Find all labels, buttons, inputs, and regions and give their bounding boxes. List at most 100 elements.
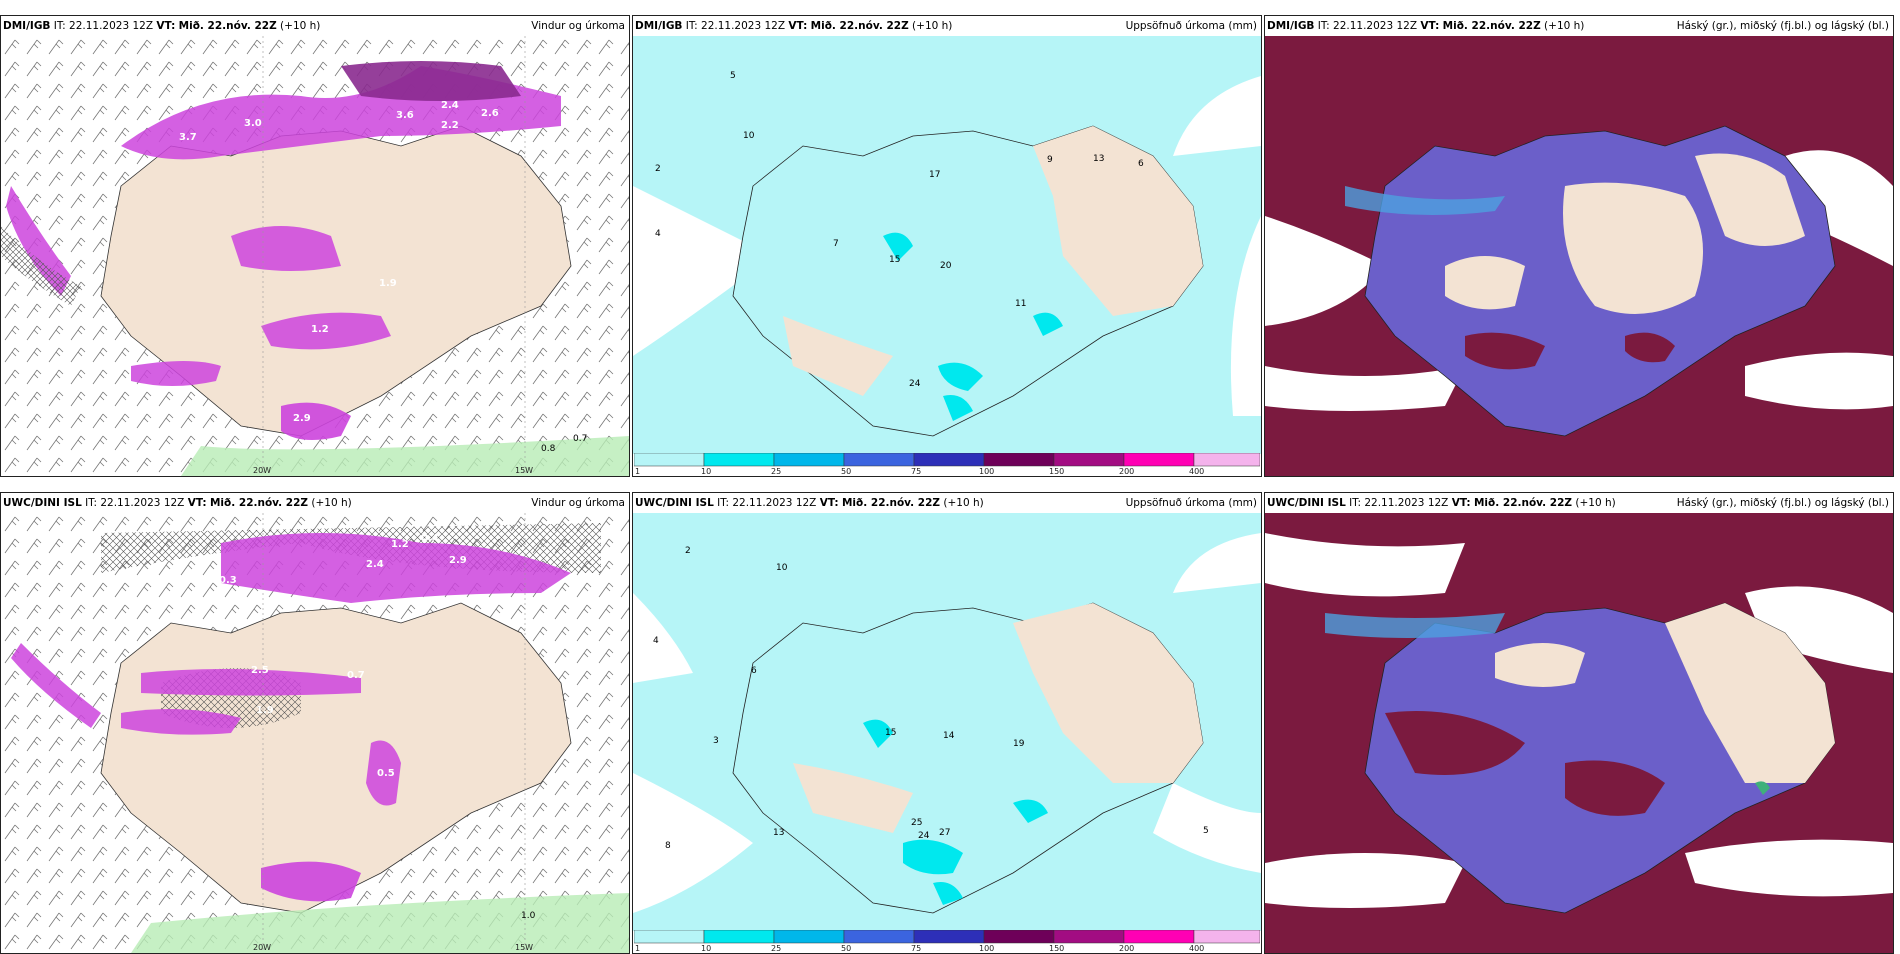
precip-value: 24 (918, 831, 930, 841)
wind-value: 1.0 (521, 911, 536, 921)
panel-header: DMI/IGB IT: 22.11.2023 12Z VT: Mið. 22.n… (1, 16, 629, 36)
wind-value: 0.3 (219, 575, 237, 586)
precip-map: 2 4 6 10 15 14 19 25 24 27 8 3 5 13 (633, 513, 1261, 931)
precip-value: 3 (713, 736, 719, 746)
wind-value: 0.5 (377, 768, 395, 779)
source-label: DMI/IGB (1267, 20, 1315, 32)
wind-value: 2.9 (293, 413, 311, 424)
precip-value: 17 (929, 170, 940, 180)
cbar-tick: 50 (841, 467, 851, 475)
precip-value: 4 (655, 229, 661, 239)
panel-dmi-clouds: DMI/IGB IT: 22.11.2023 12Z VT: Mið. 22.n… (1264, 15, 1894, 477)
wind-map: 20W 15W 2.4 2.9 1.2 2.5 1.9 0.4 0.7 0.5 … (1, 513, 629, 953)
panel-header: DMI/IGB IT: 22.11.2023 12Z VT: Mið. 22.n… (633, 16, 1261, 36)
lon-tick-15w: 15W (515, 943, 533, 952)
valid-time-label: VT: (788, 20, 808, 32)
wind-value: 1.2 (311, 324, 329, 335)
precip-value: 27 (939, 828, 950, 838)
panel-title: Vindur og úrkoma (531, 497, 625, 509)
wind-value: 0.7 (347, 670, 365, 681)
cbar-tick: 150 (1049, 467, 1064, 475)
lead-time: (+10 h) (912, 20, 953, 32)
cbar-tick: 150 (1049, 944, 1064, 952)
precip-value: 6 (1138, 159, 1144, 169)
precip-value: 13 (1093, 154, 1104, 164)
wind-value: 2.4 (441, 100, 459, 111)
panel-header: UWC/DINI ISL IT: 22.11.2023 12Z VT: Mið.… (1265, 493, 1893, 513)
wind-value: 0.8 (541, 444, 556, 454)
panel-title: Háský (gr.), miðský (fj.bl.) og lágský (… (1676, 497, 1889, 509)
wind-value: 2.2 (441, 120, 459, 131)
init-time: IT: 22.11.2023 12Z (717, 497, 817, 509)
valid-time: Mið. 22.nóv. 22Z (178, 20, 277, 32)
precip-value: 13 (773, 828, 784, 838)
source-label: UWC/DINI ISL (1267, 497, 1346, 509)
valid-time: Mið. 22.nóv. 22Z (841, 497, 941, 509)
cbar-tick: 200 (1119, 467, 1134, 475)
cbar-tick: 75 (911, 944, 921, 952)
precip-value: 11 (1015, 299, 1026, 309)
colorbar-svg: 1 10 25 50 75 100 150 200 400 (634, 930, 1260, 952)
precip-colorbar: 1 10 25 50 75 100 150 200 400 (634, 930, 1260, 952)
valid-time: Mið. 22.nóv. 22Z (1473, 497, 1573, 509)
init-time: IT: 22.11.2023 12Z (685, 20, 786, 32)
precip-value: 8 (665, 841, 671, 851)
panel-uwc-clouds: UWC/DINI ISL IT: 22.11.2023 12Z VT: Mið.… (1264, 492, 1894, 954)
panel-dmi-wind: DMI/IGB IT: 22.11.2023 12Z VT: Mið. 22.n… (0, 15, 630, 477)
wind-map: 20W 15W 3.7 3.0 2.4 2.6 3.6 2.2 1.9 1.2 … (1, 36, 629, 476)
source-label: DMI/IGB (635, 20, 683, 32)
wind-value: 1.9 (256, 705, 274, 716)
panel-title: Háský (gr.), miðský (fj.bl.) og lágský (… (1676, 20, 1889, 32)
cbar-tick: 25 (771, 467, 781, 475)
precip-value: 20 (940, 261, 952, 271)
wind-value: 2.9 (449, 555, 467, 566)
lon-tick-20w: 20W (253, 943, 271, 952)
init-time: IT: 22.11.2023 12Z (53, 20, 154, 32)
source-label: UWC/DINI ISL (635, 497, 714, 509)
wind-value: 2.6 (481, 108, 499, 119)
panel-title: Uppsöfnuð úrkoma (mm) (1125, 497, 1257, 509)
cbar-tick: 200 (1119, 944, 1134, 952)
precip-value: 15 (889, 255, 900, 265)
panel-header: UWC/DINI ISL IT: 22.11.2023 12Z VT: Mið.… (633, 493, 1261, 513)
valid-time-label: VT: (156, 20, 176, 32)
valid-time: Mið. 22.nóv. 22Z (810, 20, 909, 32)
wind-value: 1.2 (391, 539, 409, 550)
init-time: IT: 22.11.2023 12Z (1317, 20, 1418, 32)
precip-value: 19 (1013, 739, 1025, 749)
panel-title: Uppsöfnuð úrkoma (mm) (1125, 20, 1257, 32)
cbar-tick: 25 (771, 944, 781, 952)
precip-value: 5 (730, 71, 736, 81)
wind-value: 3.6 (396, 110, 414, 121)
precip-value: 9 (1047, 155, 1053, 165)
wind-value: 0.7 (573, 434, 587, 444)
cbar-tick: 10 (701, 944, 711, 952)
precip-value: 5 (1203, 826, 1209, 836)
lead-time: (+10 h) (1544, 20, 1585, 32)
source-label: DMI/IGB (3, 20, 51, 32)
lead-time: (+10 h) (943, 497, 984, 509)
lon-tick-15w: 15W (515, 466, 533, 475)
source-label: UWC/DINI ISL (3, 497, 82, 509)
panel-header: DMI/IGB IT: 22.11.2023 12Z VT: Mið. 22.n… (1265, 16, 1893, 36)
precip-value: 14 (943, 731, 955, 741)
valid-time-label: VT: (819, 497, 839, 509)
precip-value: 15 (885, 728, 896, 738)
precip-value: 24 (909, 379, 921, 389)
cbar-tick: 50 (841, 944, 851, 952)
init-time: IT: 22.11.2023 12Z (85, 497, 185, 509)
panel-uwc-precip: UWC/DINI ISL IT: 22.11.2023 12Z VT: Mið.… (632, 492, 1262, 954)
cbar-tick: 400 (1189, 944, 1204, 952)
valid-time-label: VT: (1451, 497, 1471, 509)
valid-time: Mið. 22.nóv. 22Z (209, 497, 309, 509)
precip-value: 7 (833, 239, 839, 249)
colorbar-svg: 1 10 25 50 75 100 150 200 400 (634, 453, 1260, 475)
panel-uwc-wind: UWC/DINI ISL IT: 22.11.2023 12Z VT: Mið.… (0, 492, 630, 954)
precip-map: 5 2 4 10 15 17 9 13 20 11 24 6 7 (633, 36, 1261, 454)
wind-value: 2.4 (366, 559, 384, 570)
init-time: IT: 22.11.2023 12Z (1349, 497, 1449, 509)
lead-time: (+10 h) (280, 20, 321, 32)
valid-time-label: VT: (1420, 20, 1440, 32)
cbar-tick: 10 (701, 467, 711, 475)
cloud-map (1265, 36, 1893, 476)
